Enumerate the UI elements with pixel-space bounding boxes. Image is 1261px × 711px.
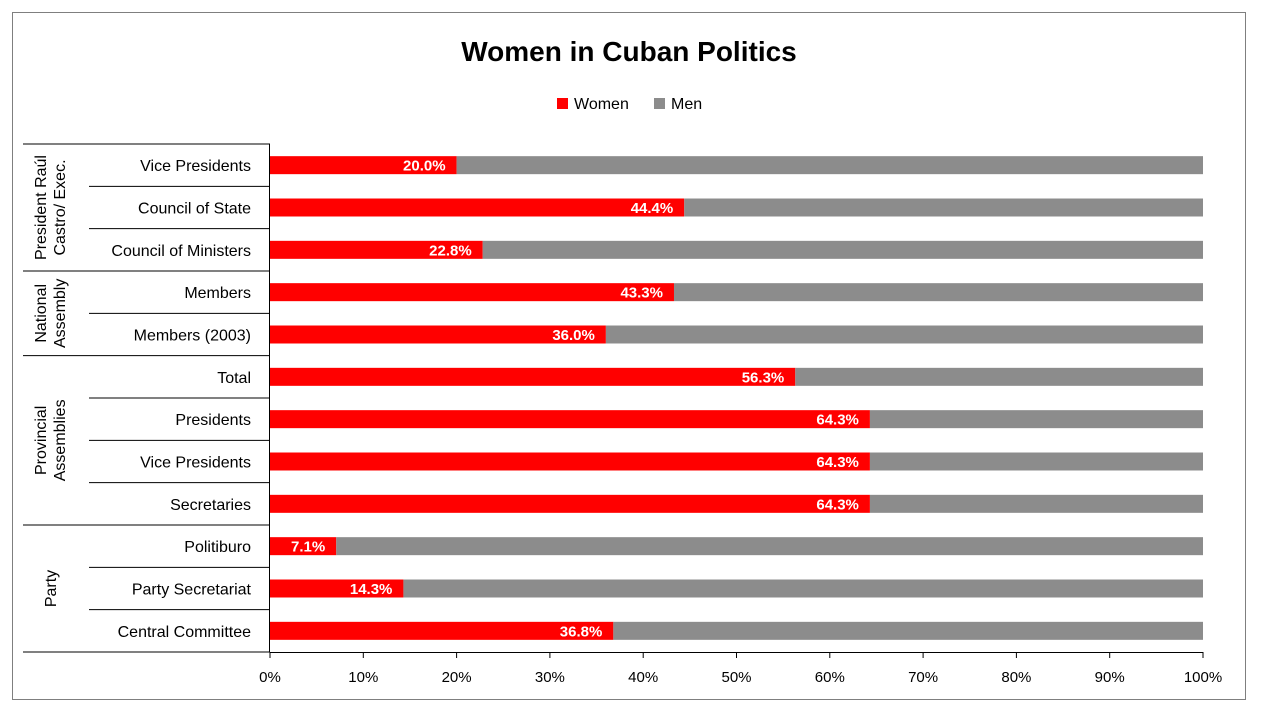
- category-label: Members: [184, 285, 251, 302]
- category-label: Politiburo: [184, 539, 251, 556]
- data-label: 7.1%: [291, 539, 325, 556]
- data-label: 36.0%: [552, 327, 595, 344]
- x-axis: 0% 10% 20% 30% 40% 50% 60% 70% 80% 90% 100%: [259, 652, 1222, 686]
- x-tick-label: 20%: [442, 669, 472, 686]
- chart-title: Women in Cuban Politics: [461, 36, 797, 67]
- legend-swatch-men: [654, 98, 665, 109]
- legend-label-men: Men: [671, 96, 702, 113]
- bar-men: [336, 537, 1203, 556]
- bar-women: [270, 240, 483, 259]
- data-label: 64.3%: [816, 412, 859, 429]
- bar-women: [270, 156, 457, 175]
- data-label: 43.3%: [620, 285, 663, 302]
- bar-women: [270, 283, 674, 302]
- data-label: 64.3%: [816, 496, 859, 513]
- bar-women: [270, 325, 606, 344]
- x-tick-label: 80%: [1001, 669, 1031, 686]
- bar-women: [270, 621, 614, 640]
- group-label: National Assembly: [33, 279, 69, 348]
- x-tick-label: 10%: [348, 669, 378, 686]
- bar-women: [270, 198, 685, 217]
- chart-frame: Women in Cuban Politics Women Men 20.0% 44…: [12, 12, 1246, 700]
- data-label: 36.8%: [560, 623, 603, 640]
- data-label: 20.0%: [403, 158, 446, 175]
- bar-men: [869, 452, 1203, 471]
- group-label: President Raúl Castro/ Exec.: [33, 155, 69, 260]
- category-label: Council of State: [138, 201, 251, 218]
- data-label: 56.3%: [742, 369, 785, 386]
- x-tick-label: 100%: [1184, 669, 1222, 686]
- category-label: Party Secretariat: [132, 582, 252, 599]
- bar-men: [613, 621, 1203, 640]
- bar-men: [869, 410, 1203, 429]
- bar-men: [869, 494, 1203, 513]
- group-label: Provincial Assemblies: [33, 399, 69, 481]
- bar-women: [270, 579, 404, 598]
- bar-men: [673, 283, 1203, 302]
- legend: Women Men: [557, 96, 702, 113]
- category-label: Vice Presidents: [140, 158, 251, 175]
- category-label: Presidents: [175, 412, 251, 429]
- bar-men: [684, 198, 1203, 217]
- x-tick-label: 30%: [535, 669, 565, 686]
- x-tick-label: 90%: [1095, 669, 1125, 686]
- category-label: Secretaries: [170, 497, 251, 514]
- x-tick-label: 0%: [259, 669, 281, 686]
- category-label: Central Committee: [118, 624, 251, 641]
- bar-men: [795, 367, 1203, 386]
- bar-men: [403, 579, 1203, 598]
- bar-men: [482, 240, 1203, 259]
- bar-chart: Women in Cuban Politics Women Men 20.0% 44…: [23, 36, 1222, 686]
- bar-women: [270, 367, 796, 386]
- bar-women: [270, 494, 870, 513]
- bar-women: [270, 537, 337, 556]
- legend-swatch-women: [557, 98, 568, 109]
- data-label: 22.8%: [429, 242, 472, 259]
- category-label: Members (2003): [134, 328, 251, 345]
- bar-men: [605, 325, 1203, 344]
- bar-women: [270, 452, 870, 471]
- category-label: Vice Presidents: [140, 455, 251, 472]
- category-label: Total: [217, 370, 251, 387]
- bars: 20.0% 44.4% 22.8% 43.3% 36.0% 56.3% 64.3% 64.3%…: [270, 156, 1204, 640]
- x-tick-label: 60%: [815, 669, 845, 686]
- category-label: Council of Ministers: [111, 243, 251, 260]
- bar-men: [456, 156, 1204, 175]
- group-label: Party: [43, 570, 60, 607]
- data-label: 14.3%: [350, 581, 393, 598]
- data-label: 64.3%: [816, 454, 859, 471]
- x-tick-label: 40%: [628, 669, 658, 686]
- category-separators: [23, 143, 270, 653]
- bar-women: [270, 410, 870, 429]
- legend-label-women: Women: [574, 96, 629, 113]
- group-labels: President Raúl Castro/ Exec. National Assem…: [33, 155, 69, 607]
- x-tick-label: 50%: [721, 669, 751, 686]
- x-tick-label: 70%: [908, 669, 938, 686]
- category-labels: Vice Presidents Council of State Council o…: [111, 158, 251, 641]
- data-label: 44.4%: [631, 200, 674, 217]
